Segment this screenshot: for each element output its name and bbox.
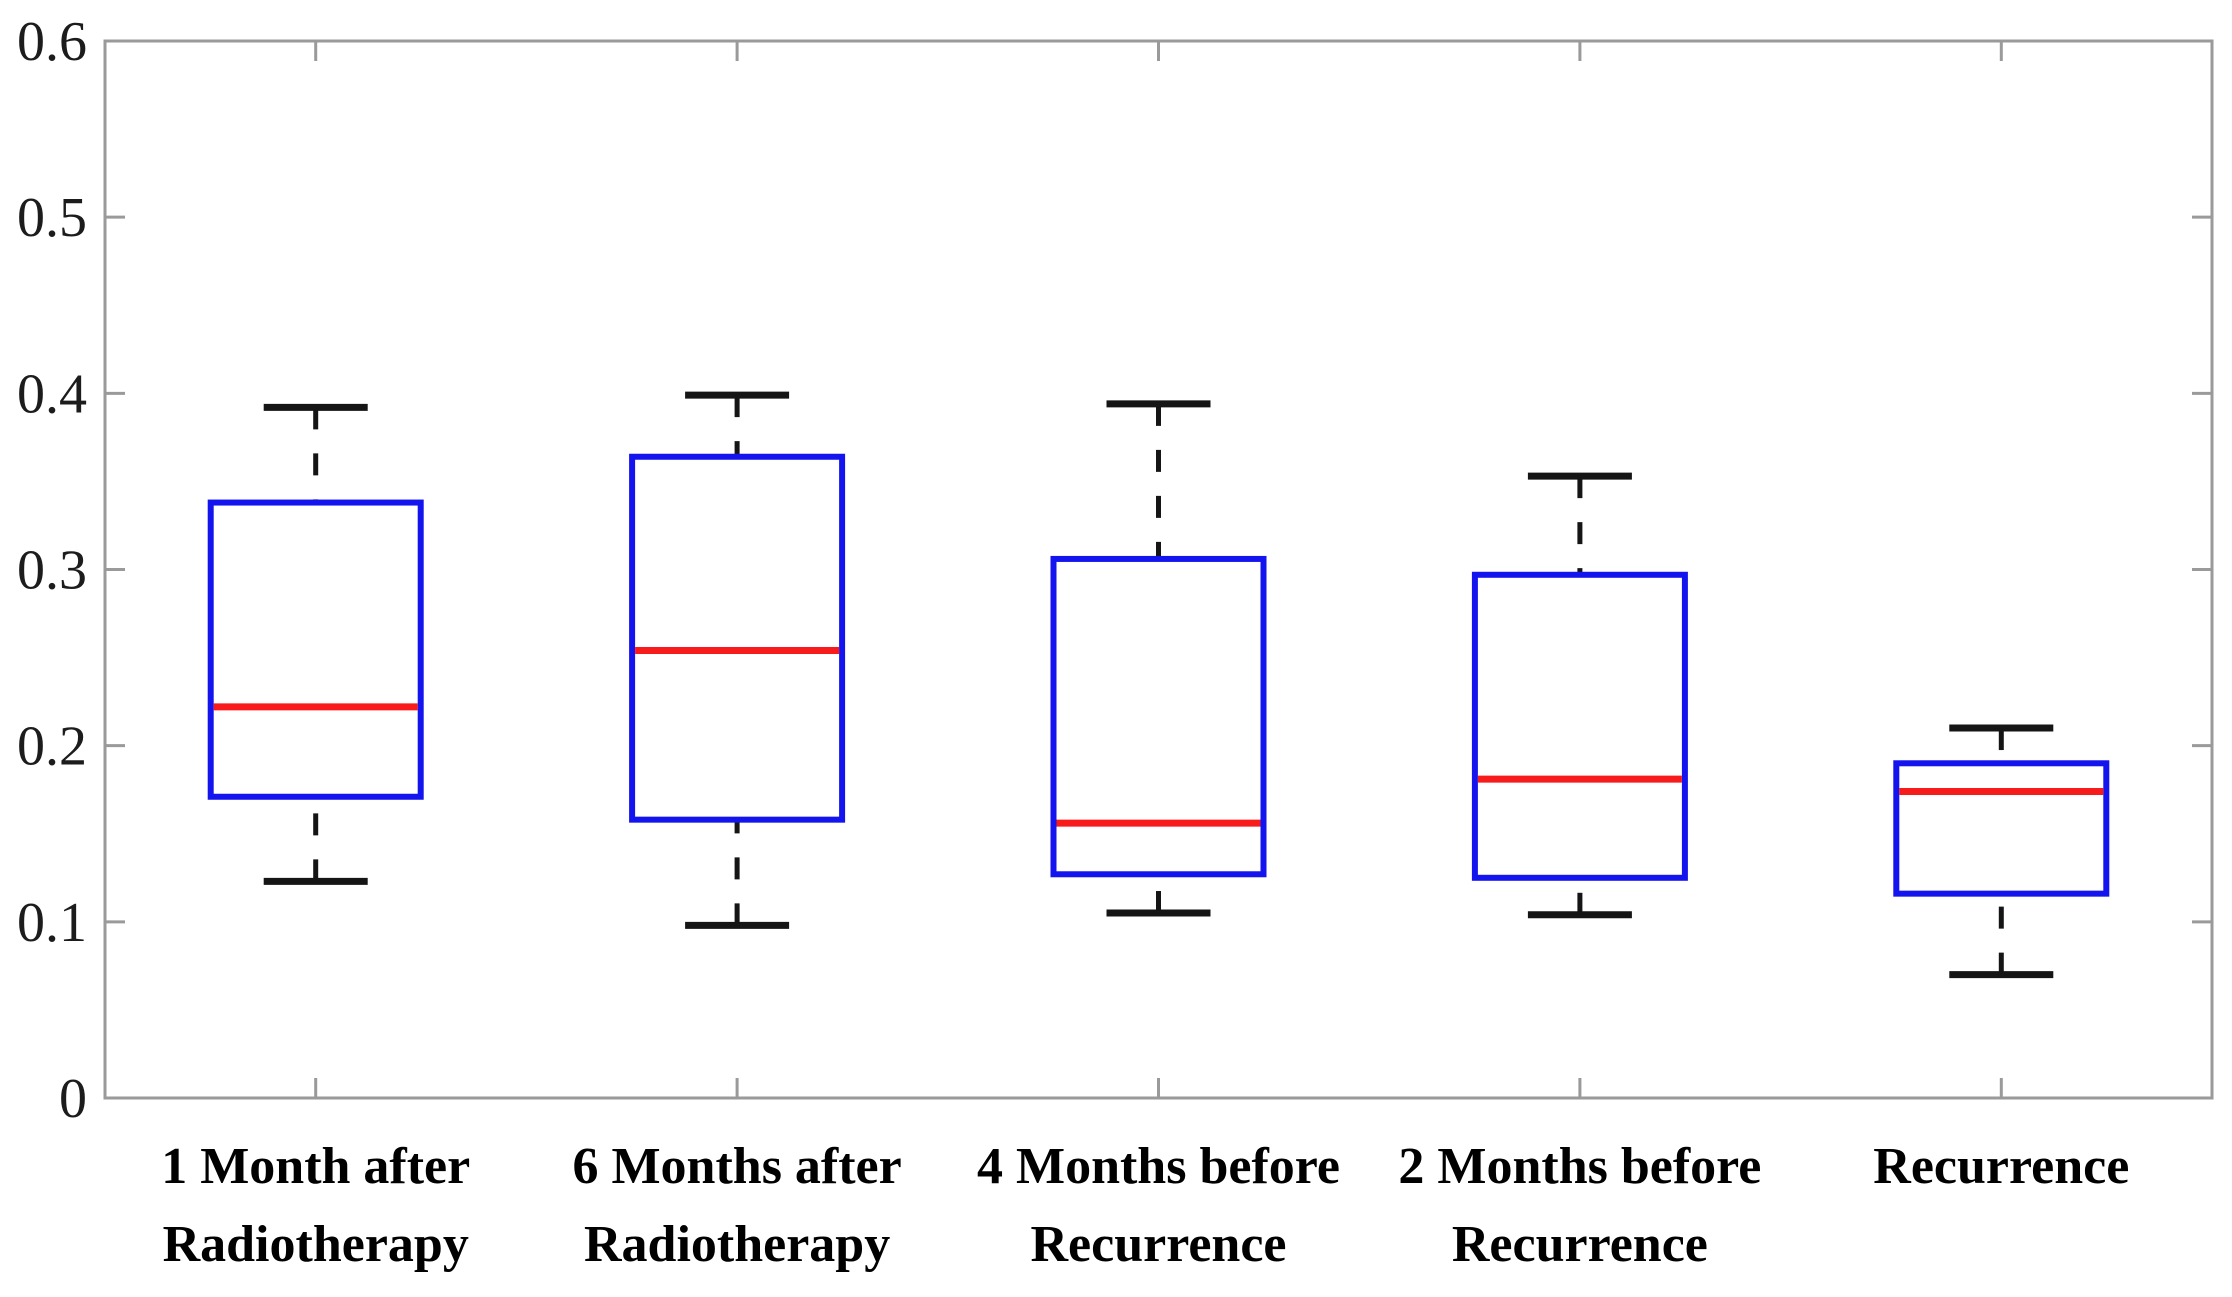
x-category-label: 1 Month after Radiotherapy [0,1128,666,1284]
x-category-label-line: 1 Month after [161,1138,471,1195]
x-category-label: 2 Months before Recurrence [1230,1128,1930,1284]
y-tick-label: 0.3 [17,540,87,602]
iqr-box [629,453,846,823]
x-category-label-line: Recurrence [1873,1138,2130,1195]
y-tick-label: 0.2 [17,716,87,778]
x-category-label-line: 2 Months before [1398,1138,1762,1195]
x-category-label: 4 Months before Recurrence [809,1128,1509,1284]
x-category-label-line: 6 Months after [572,1138,902,1195]
iqr-box [1893,760,2110,897]
x-category-label: 6 Months after Radiotherapy [387,1128,1087,1284]
x-category-label-line: Recurrence [1451,1216,1708,1273]
y-tick-label: 0.5 [17,187,87,249]
iqr-box [207,499,424,800]
x-category-label-line: 4 Months before [976,1138,1340,1195]
x-category-label: Recurrence [1651,1128,2232,1206]
iqr-box [1471,571,1688,881]
y-tick-label: 0.6 [17,11,87,73]
y-tick-label: 0 [59,1068,87,1130]
y-tick-label: 0.1 [17,892,87,954]
x-category-label-line: Recurrence [1030,1216,1287,1273]
y-tick-label: 0.4 [17,363,87,425]
x-category-label-line: Radiotherapy [162,1216,469,1273]
iqr-box [1050,555,1267,878]
x-category-label-line: Radiotherapy [583,1216,891,1273]
